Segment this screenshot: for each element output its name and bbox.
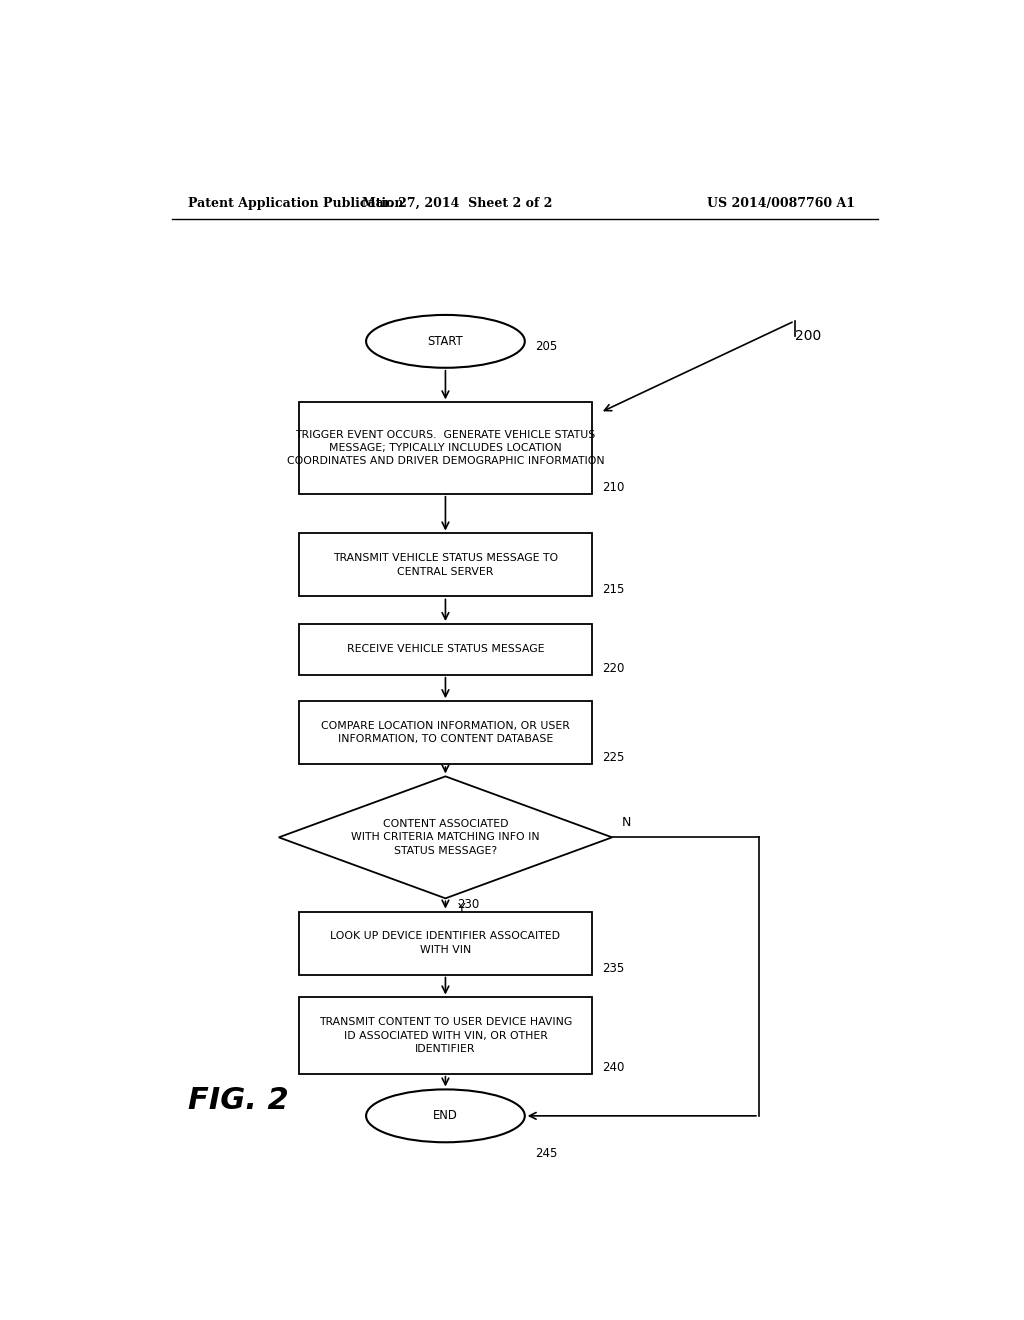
- Text: 220: 220: [602, 661, 625, 675]
- Text: 235: 235: [602, 961, 625, 974]
- Text: TRANSMIT CONTENT TO USER DEVICE HAVING
ID ASSOCIATED WITH VIN, OR OTHER
IDENTIFI: TRANSMIT CONTENT TO USER DEVICE HAVING I…: [318, 1018, 572, 1053]
- Text: CONTENT ASSOCIATED
WITH CRITERIA MATCHING INFO IN
STATUS MESSAGE?: CONTENT ASSOCIATED WITH CRITERIA MATCHIN…: [351, 820, 540, 855]
- Text: COMPARE LOCATION INFORMATION, OR USER
INFORMATION, TO CONTENT DATABASE: COMPARE LOCATION INFORMATION, OR USER IN…: [321, 721, 570, 744]
- Bar: [299, 624, 592, 675]
- Bar: [299, 912, 592, 974]
- Text: START: START: [428, 335, 463, 348]
- Text: 225: 225: [602, 751, 625, 764]
- Text: 210: 210: [602, 480, 625, 494]
- Text: END: END: [433, 1109, 458, 1122]
- Text: 245: 245: [536, 1147, 557, 1160]
- Text: 240: 240: [602, 1061, 625, 1073]
- Text: LOOK UP DEVICE IDENTIFIER ASSOCAITED
WITH VIN: LOOK UP DEVICE IDENTIFIER ASSOCAITED WIT…: [331, 932, 560, 954]
- Bar: [299, 533, 592, 597]
- Text: RECEIVE VEHICLE STATUS MESSAGE: RECEIVE VEHICLE STATUS MESSAGE: [347, 644, 544, 655]
- Text: N: N: [622, 816, 631, 829]
- Bar: [299, 403, 592, 494]
- Text: US 2014/0087760 A1: US 2014/0087760 A1: [708, 197, 855, 210]
- Bar: [299, 701, 592, 764]
- Bar: [299, 998, 592, 1073]
- Text: TRANSMIT VEHICLE STATUS MESSAGE TO
CENTRAL SERVER: TRANSMIT VEHICLE STATUS MESSAGE TO CENTR…: [333, 553, 558, 577]
- Text: FIG. 2: FIG. 2: [187, 1086, 289, 1115]
- Text: 205: 205: [536, 341, 557, 352]
- Text: 200: 200: [795, 329, 821, 343]
- Text: Y: Y: [458, 903, 466, 915]
- Text: Mar. 27, 2014  Sheet 2 of 2: Mar. 27, 2014 Sheet 2 of 2: [362, 197, 553, 210]
- Text: TRIGGER EVENT OCCURS.  GENERATE VEHICLE STATUS
MESSAGE; TYPICALLY INCLUDES LOCAT: TRIGGER EVENT OCCURS. GENERATE VEHICLE S…: [287, 430, 604, 466]
- Text: 230: 230: [458, 899, 479, 911]
- Text: 215: 215: [602, 583, 625, 597]
- Text: Patent Application Publication: Patent Application Publication: [187, 197, 403, 210]
